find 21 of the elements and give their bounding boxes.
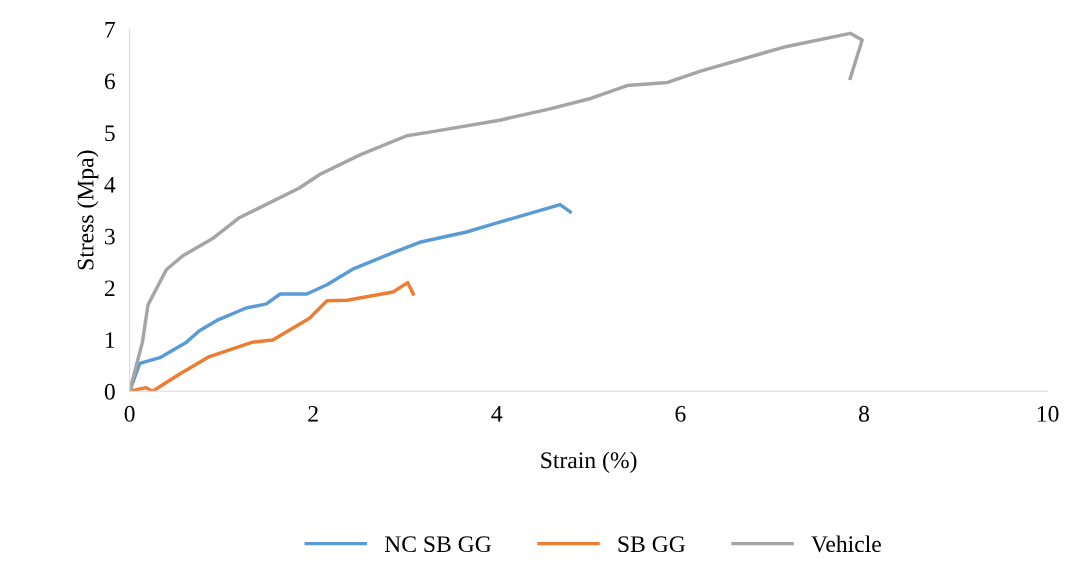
y-tick-label: 6 <box>104 73 116 90</box>
y-tick-label: 0 <box>104 383 115 400</box>
y-tick-label: 7 <box>105 21 116 38</box>
x-tick-label: 4 <box>491 406 503 422</box>
x-tick-label: 0 <box>124 405 135 422</box>
x-tick-label: 6 <box>675 405 686 422</box>
line-series <box>129 31 864 392</box>
legend-label: SB GG <box>618 536 686 553</box>
y-axis-title: Stress (Mpa) <box>76 150 99 270</box>
y-tick-label: 5 <box>105 125 115 142</box>
x-tick-label: 10 <box>1037 405 1059 422</box>
y-tick-label: 4 <box>104 177 116 193</box>
legend-label: Vehicle <box>811 535 881 553</box>
x-tick-label: 2 <box>308 405 318 422</box>
y-tick-label: 1 <box>105 332 115 348</box>
x-tick-label: 8 <box>859 405 869 422</box>
legend-label: NC SB GG <box>384 536 492 553</box>
line-series <box>129 280 415 392</box>
x-axis-title: Strain (%) <box>541 451 637 473</box>
y-tick-label: 2 <box>104 280 115 297</box>
y-tick-label: 3 <box>105 228 115 245</box>
